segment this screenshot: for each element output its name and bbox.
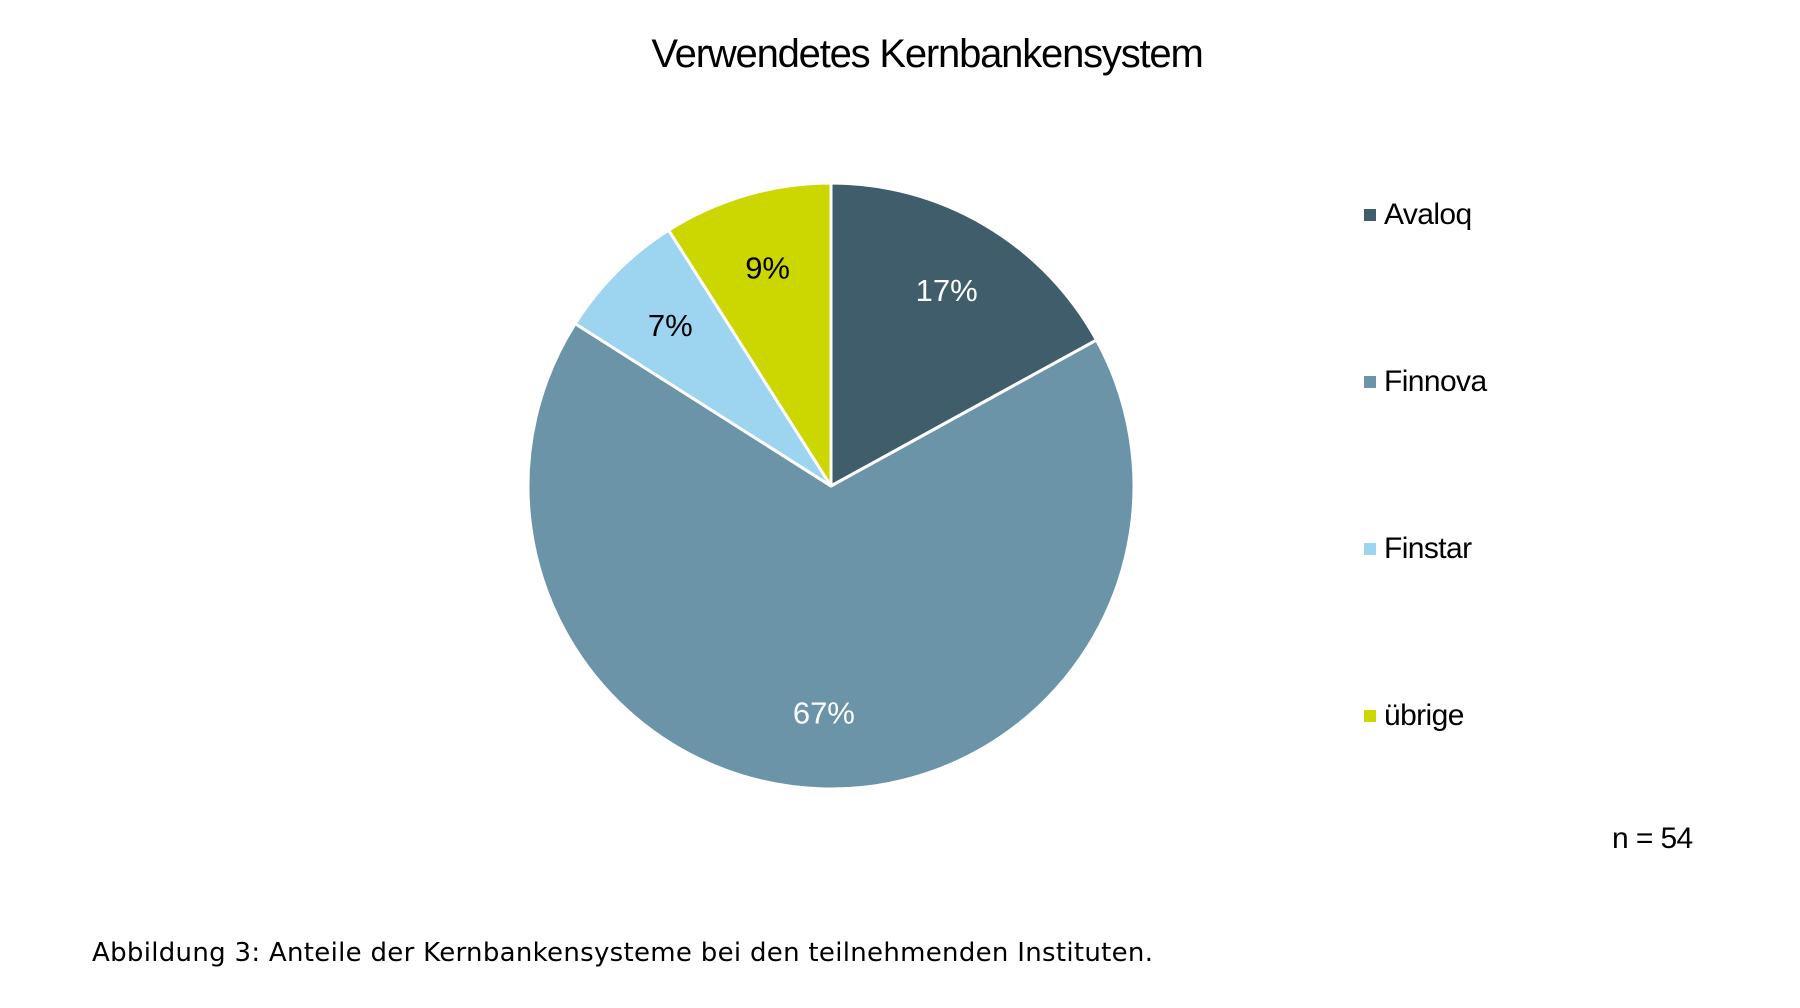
legend-label-finnova: Finnova — [1384, 365, 1487, 398]
slice-label-finnova: 67% — [793, 696, 855, 731]
pie-slice-labels: 17% 67% 7% 9% — [648, 250, 978, 730]
legend-swatch-avaloq — [1364, 209, 1376, 221]
legend-swatch-finstar — [1364, 543, 1376, 555]
legend-label-avaloq: Avaloq — [1384, 198, 1472, 231]
legend-item-avaloq: Avaloq — [1364, 195, 1472, 235]
legend-item-finnova: Finnova — [1364, 362, 1487, 402]
legend-label-uebrige: übrige — [1384, 699, 1464, 732]
slice-label-finstar: 7% — [648, 308, 693, 343]
chart-title: Verwendetes Kernbankensystem — [651, 32, 1203, 76]
legend-swatch-uebrige — [1364, 710, 1376, 722]
pie-slices — [526, 181, 1136, 791]
sample-size-note: n = 54 — [1612, 822, 1693, 855]
pie-slice--brige — [667, 181, 833, 488]
pie-slice-finstar — [573, 228, 833, 488]
pie-slice-avaloq — [829, 181, 1099, 488]
legend-label-finstar: Finstar — [1384, 532, 1472, 565]
pie-slice-finnova — [526, 322, 1136, 791]
legend-item-finstar: Finstar — [1364, 529, 1472, 569]
figure-caption: Abbildung 3: Anteile der Kernbankensyste… — [92, 938, 1154, 968]
slice-label--brige: 9% — [745, 250, 790, 285]
slice-label-avaloq: 17% — [916, 273, 978, 308]
legend-item-uebrige: übrige — [1364, 696, 1464, 736]
legend-swatch-finnova — [1364, 376, 1376, 388]
